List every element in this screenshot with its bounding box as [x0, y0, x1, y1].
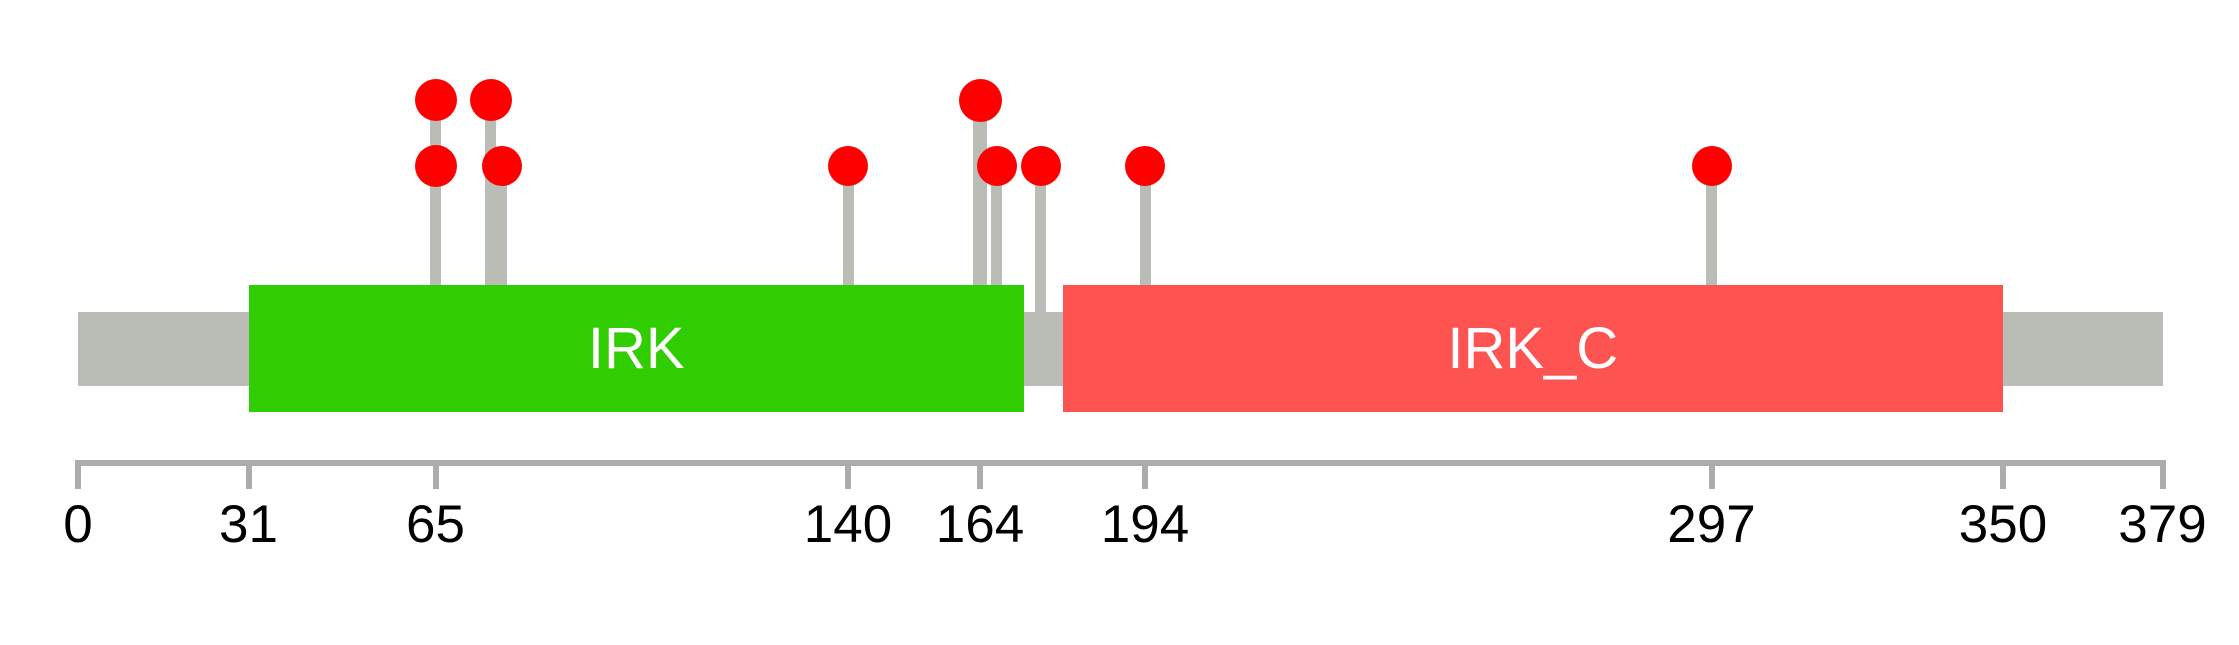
axis-line — [78, 460, 2163, 466]
lollipop-stem — [1706, 166, 1717, 285]
axis-tick — [75, 460, 81, 489]
mutation-circle — [1125, 146, 1165, 186]
axis-tick-label: 31 — [219, 495, 278, 554]
domain-irk: IRK — [248, 285, 1024, 412]
domain-label: IRK — [587, 315, 685, 381]
mutation-circle — [414, 79, 457, 121]
axis-tick-label: 194 — [1100, 495, 1190, 554]
domain-irk_c: IRK_C — [1062, 285, 2003, 412]
axis-tick — [1142, 460, 1148, 489]
axis-tick — [2000, 460, 2006, 489]
mutation-circle — [828, 146, 868, 186]
axis-tick — [432, 460, 439, 489]
axis-tick-label: 65 — [406, 495, 465, 554]
mutation-circle — [976, 146, 1017, 186]
axis-tick — [2159, 460, 2166, 489]
axis-tick-label: 297 — [1667, 495, 1756, 554]
axis-tick — [845, 460, 851, 489]
lollipop-stem — [496, 166, 507, 285]
mutation-circle — [1020, 146, 1061, 186]
mutation-circle — [958, 78, 1002, 122]
mutation-circle — [1691, 146, 1732, 186]
axis-tick-label: 140 — [803, 495, 893, 554]
lollipop-stem — [485, 100, 496, 285]
axis-tick-label: 379 — [2118, 495, 2207, 554]
mutation-circle — [469, 79, 512, 121]
lollipop-stem — [430, 100, 441, 285]
axis-tick — [1708, 460, 1715, 489]
axis-tick — [245, 460, 252, 489]
domain-label: IRK_C — [1447, 315, 1619, 381]
lollipop-stem — [973, 100, 987, 285]
lollipop-stem — [991, 166, 1002, 285]
lollipop-stem — [842, 166, 854, 285]
lollipop-stem — [1139, 166, 1151, 285]
axis-tick-label: 164 — [935, 495, 1025, 554]
axis-tick-label: 350 — [1958, 495, 2048, 554]
mutation-circle — [481, 146, 522, 186]
axis-tick — [977, 460, 983, 489]
axis-tick-label: 0 — [63, 495, 93, 554]
mutation-circle — [414, 145, 457, 187]
lollipop-stem — [1035, 166, 1046, 349]
